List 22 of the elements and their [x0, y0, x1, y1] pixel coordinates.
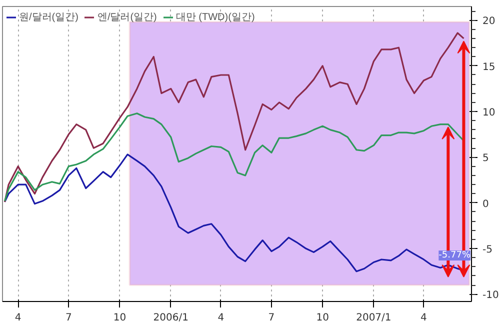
line-series	[4, 32, 465, 203]
y-tick-label: 5	[482, 153, 489, 164]
x-tick-label: 7	[268, 312, 275, 324]
x-tick-label: 2007/1	[356, 312, 392, 324]
y-tick-label: 10	[482, 108, 496, 119]
x-tick-label: 4	[420, 312, 427, 324]
x-tick-label: 10	[316, 312, 329, 324]
x-tick-label: 2006/1	[153, 312, 188, 324]
y-tick-label: -10	[482, 290, 499, 302]
x-tick-label: 7	[65, 312, 72, 324]
y-tick-label: 15	[482, 62, 496, 73]
legend-label: 엔/달러(일간)	[97, 11, 157, 24]
x-tick-label: 4	[218, 312, 224, 324]
legend-label: 대만 (TWD)(일간)	[176, 11, 255, 24]
legend-label: 원/달러(일간)	[19, 11, 78, 24]
y-tick-label: 0	[482, 198, 489, 210]
y-tick-label: -5	[482, 244, 492, 256]
line-series	[4, 112, 465, 202]
x-tick-label: 10	[113, 312, 126, 324]
annotation: -5.77%	[438, 250, 471, 261]
x-tick-label: 4	[14, 312, 22, 324]
y-tick-label: 20	[482, 16, 496, 28]
